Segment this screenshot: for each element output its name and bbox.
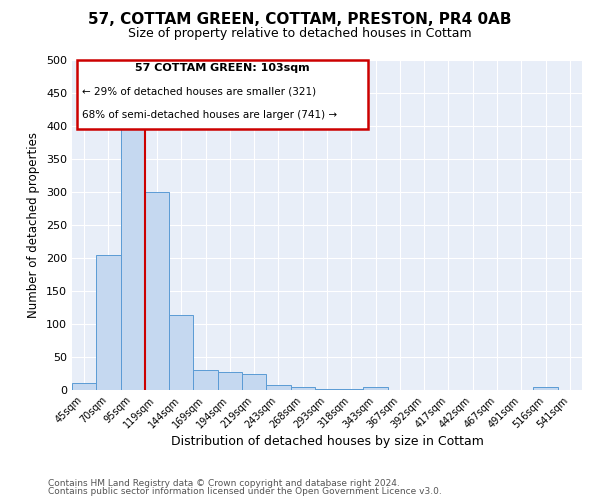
Bar [169, 316, 193, 390]
X-axis label: Distribution of detached houses by size in Cottam: Distribution of detached houses by size … [170, 435, 484, 448]
Text: 57, COTTAM GREEN, COTTAM, PRESTON, PR4 0AB: 57, COTTAM GREEN, COTTAM, PRESTON, PR4 0… [88, 12, 512, 28]
Bar [266, 384, 290, 390]
Bar [218, 372, 242, 390]
Y-axis label: Number of detached properties: Number of detached properties [28, 132, 40, 318]
Text: 57 COTTAM GREEN: 103sqm: 57 COTTAM GREEN: 103sqm [135, 64, 310, 74]
Text: 68% of semi-detached houses are larger (741) →: 68% of semi-detached houses are larger (… [82, 110, 337, 120]
Bar [72, 384, 96, 390]
Bar [290, 386, 315, 390]
Bar [315, 388, 339, 390]
Bar [533, 386, 558, 390]
Text: Contains public sector information licensed under the Open Government Licence v3: Contains public sector information licen… [48, 487, 442, 496]
Bar [193, 370, 218, 390]
Text: Size of property relative to detached houses in Cottam: Size of property relative to detached ho… [128, 28, 472, 40]
FancyBboxPatch shape [77, 60, 368, 130]
Text: Contains HM Land Registry data © Crown copyright and database right 2024.: Contains HM Land Registry data © Crown c… [48, 478, 400, 488]
Text: ← 29% of detached houses are smaller (321): ← 29% of detached houses are smaller (32… [82, 86, 316, 97]
Bar [242, 374, 266, 390]
Bar [96, 254, 121, 390]
Bar [121, 126, 145, 390]
Bar [145, 192, 169, 390]
Bar [364, 386, 388, 390]
